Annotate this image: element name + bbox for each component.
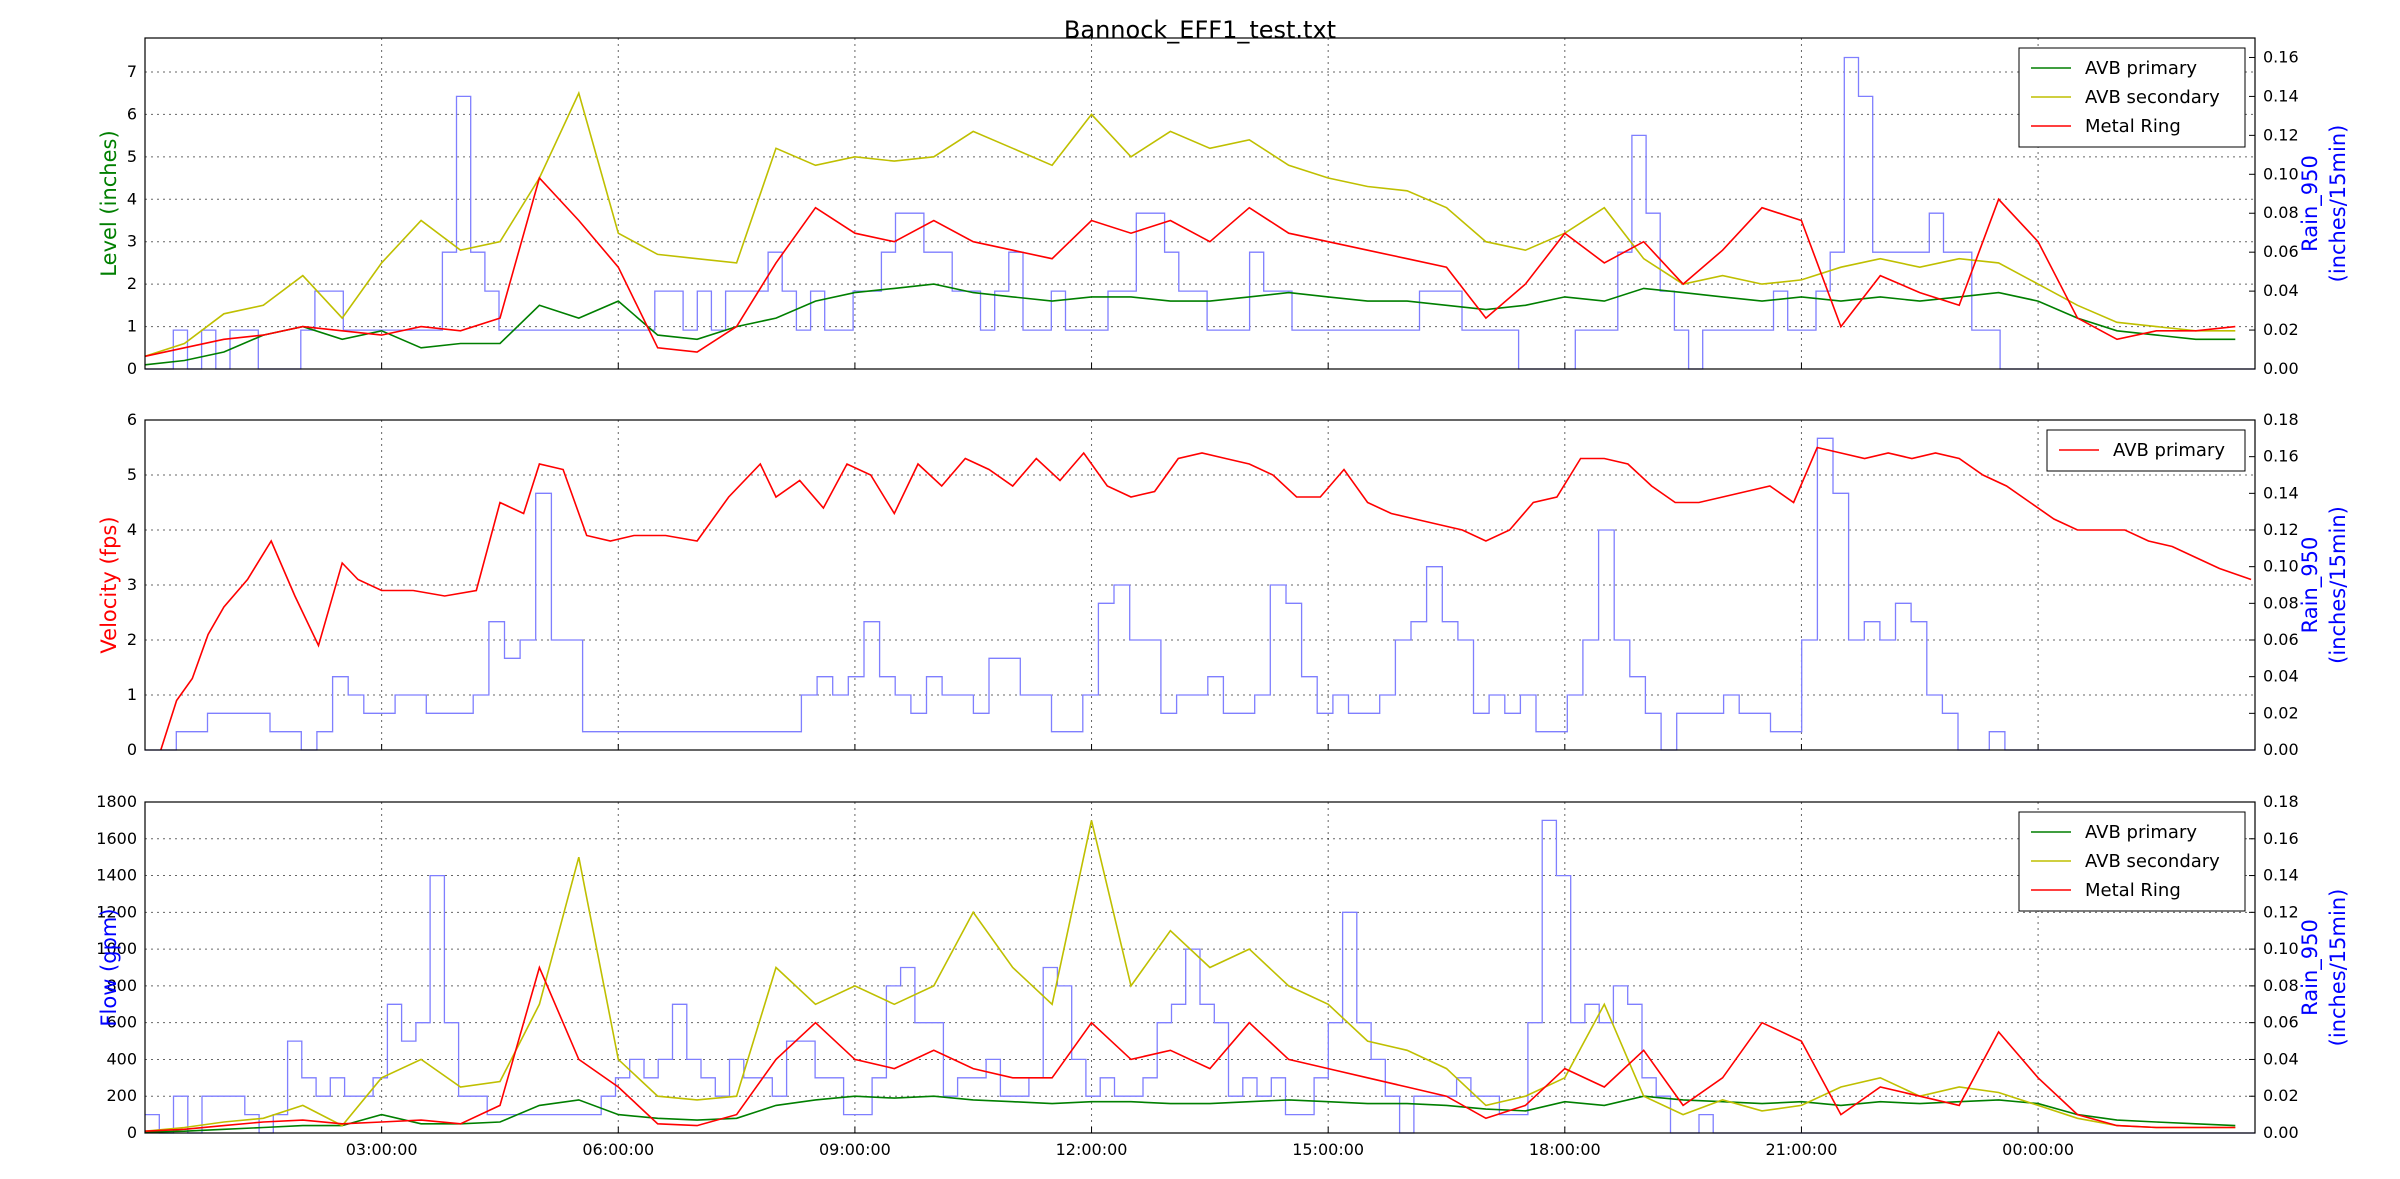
x-tick-label: 00:00:00 (2002, 1140, 2074, 1159)
legend-label: AVB primary (2085, 822, 2197, 843)
rain-series-line (145, 56, 2255, 370)
y2-axis-label-units: (inches/15min) (2326, 889, 2350, 1047)
y2-tick-label: 0.12 (2263, 125, 2299, 144)
y-tick-label: 2 (127, 630, 137, 649)
y-tick-label: 6 (127, 104, 137, 123)
y-tick-label: 200 (106, 1086, 137, 1105)
y-tick-label: 1800 (96, 792, 137, 811)
y2-tick-label: 0.06 (2263, 630, 2299, 649)
y2-tick-label: 0.00 (2263, 359, 2299, 378)
legend-label: Metal Ring (2085, 880, 2181, 901)
y2-tick-label: 0.16 (2263, 447, 2299, 466)
y2-tick-label: 0.00 (2263, 740, 2299, 759)
y2-tick-label: 0.02 (2263, 320, 2299, 339)
y-axis-label: Flow (gpm) (97, 908, 121, 1026)
y2-tick-label: 0.02 (2263, 703, 2299, 722)
x-tick-label: 15:00:00 (1292, 1140, 1364, 1159)
y2-axis-label: Rain_950 (2298, 919, 2323, 1016)
y-axis-label: Velocity (fps) (97, 516, 121, 653)
y-tick-label: 3 (127, 575, 137, 594)
y2-tick-label: 0.10 (2263, 557, 2299, 576)
y2-tick-label: 0.04 (2263, 281, 2299, 300)
y2-axis-label: Rain_950 (2298, 537, 2323, 634)
series-line-avb-primary (144, 1095, 2236, 1133)
y2-tick-label: 0.18 (2263, 792, 2299, 811)
y2-tick-label: 0.06 (2263, 242, 2299, 261)
plot-frame (144, 419, 2256, 751)
legend-label: Metal Ring (2085, 116, 2181, 137)
y-axis-label: Level (inches) (97, 130, 121, 276)
y2-tick-label: 0.00 (2263, 1123, 2299, 1142)
y2-tick-label: 0.14 (2263, 483, 2299, 502)
legend-label: AVB primary (2113, 440, 2225, 461)
y-tick-label: 0 (127, 1123, 137, 1142)
y-tick-label: 6 (127, 410, 137, 429)
y-tick-label: 1600 (96, 829, 137, 848)
y-tick-label: 1 (127, 685, 137, 704)
y-tick-label: 4 (127, 520, 137, 539)
rain-series-line (145, 437, 2255, 751)
figure-title: Bannock_EFF1_test.txt (1063, 16, 1337, 44)
plot-frame (144, 37, 2256, 370)
y2-axis-label: Rain_950 (2298, 155, 2323, 252)
y2-tick-label: 0.06 (2263, 1013, 2299, 1032)
series-line-avb-secondary (144, 90, 2236, 358)
series-line-avb-primary (144, 283, 2236, 366)
y2-tick-label: 0.18 (2263, 410, 2299, 429)
y2-tick-label: 0.16 (2263, 829, 2299, 848)
y2-tick-label: 0.04 (2263, 1049, 2299, 1068)
y2-tick-label: 0.08 (2263, 593, 2299, 612)
y2-tick-label: 0.08 (2263, 976, 2299, 995)
y-tick-label: 5 (127, 465, 137, 484)
series-line-metal-ring (144, 965, 2236, 1132)
y-tick-label: 400 (106, 1049, 137, 1068)
series-line-metal-ring (144, 176, 2236, 358)
y2-tick-label: 0.12 (2263, 902, 2299, 921)
y2-tick-label: 0.14 (2263, 866, 2299, 885)
x-tick-label: 21:00:00 (1766, 1140, 1838, 1159)
y2-tick-label: 0.12 (2263, 520, 2299, 539)
series-line-avb-secondary (144, 820, 2236, 1132)
y-tick-label: 7 (127, 62, 137, 81)
y2-tick-label: 0.10 (2263, 939, 2299, 958)
x-tick-label: 06:00:00 (582, 1140, 654, 1159)
y-tick-label: 5 (127, 147, 137, 166)
x-tick-label: 09:00:00 (819, 1140, 891, 1159)
legend-label: AVB primary (2085, 58, 2197, 79)
y2-tick-label: 0.08 (2263, 203, 2299, 222)
x-tick-label: 03:00:00 (346, 1140, 418, 1159)
y-tick-label: 1200 (96, 902, 137, 921)
y-tick-label: 1000 (96, 939, 137, 958)
y2-tick-label: 0.02 (2263, 1086, 2299, 1105)
legend-label: AVB secondary (2085, 851, 2220, 872)
y-tick-label: 0 (127, 740, 137, 759)
x-tick-label: 12:00:00 (1056, 1140, 1128, 1159)
y-tick-label: 1 (127, 317, 137, 336)
y2-tick-label: 0.04 (2263, 667, 2299, 686)
x-tick-label: 18:00:00 (1529, 1140, 1601, 1159)
plot-frame (144, 801, 2256, 1134)
y2-axis-label-units: (inches/15min) (2326, 125, 2350, 283)
y-tick-label: 0 (127, 359, 137, 378)
y2-axis-label-units: (inches/15min) (2326, 506, 2350, 664)
rain-series-line (145, 819, 2255, 1134)
y-tick-label: 1400 (96, 866, 137, 885)
y-tick-label: 800 (106, 976, 137, 995)
y2-tick-label: 0.14 (2263, 86, 2299, 105)
y2-tick-label: 0.16 (2263, 47, 2299, 66)
series-line-avb-primary (160, 446, 2252, 751)
legend-label: AVB secondary (2085, 87, 2220, 108)
y-tick-label: 2 (127, 274, 137, 293)
y2-tick-label: 0.10 (2263, 164, 2299, 183)
y-tick-label: 3 (127, 232, 137, 251)
y-tick-label: 4 (127, 189, 137, 208)
y-tick-label: 600 (106, 1013, 137, 1032)
